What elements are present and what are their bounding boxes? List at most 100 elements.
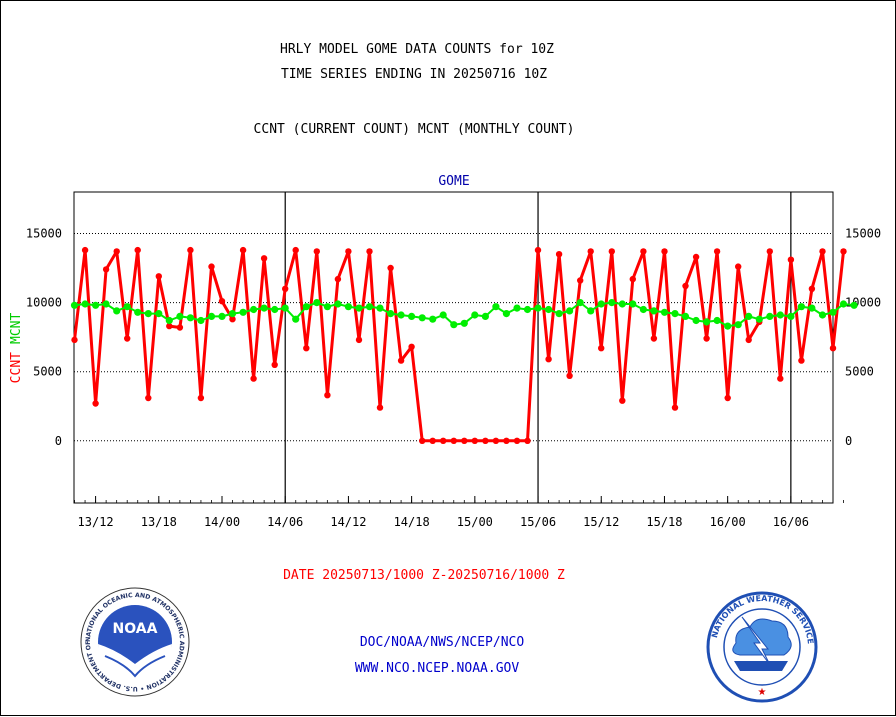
date-range-label: DATE 20250713/1000 Z-20250716/1000 Z <box>283 568 565 583</box>
data-point-ccnt <box>355 336 363 344</box>
data-point-ccnt <box>229 316 236 323</box>
data-point-ccnt <box>819 248 826 255</box>
data-point-ccnt <box>250 375 257 382</box>
x-tick-label: 15/12 <box>583 515 619 529</box>
data-point-ccnt <box>566 372 573 379</box>
axis-layer: 15000 15000 10000 10000 5000 5000 0 0 13/12 13/18… <box>26 191 881 529</box>
data-point-ccnt <box>450 437 457 444</box>
data-point-mcnt <box>144 310 152 318</box>
data-point-mcnt <box>408 312 416 320</box>
data-point-ccnt <box>176 324 184 331</box>
data-point-ccnt <box>419 437 426 444</box>
data-point-ccnt <box>461 437 468 444</box>
plot-label: GOME <box>438 174 469 189</box>
data-point-mcnt <box>850 301 858 309</box>
data-point-mcnt <box>587 307 595 315</box>
data-point-ccnt <box>218 298 226 305</box>
data-point-mcnt <box>92 301 100 309</box>
y-axis-label-mcnt: MCNT <box>9 313 24 344</box>
data-point-mcnt <box>460 319 468 327</box>
data-point-mcnt <box>829 308 837 316</box>
data-point-mcnt <box>713 316 721 325</box>
x-tick-label: 15/06 <box>520 515 556 529</box>
data-point-ccnt <box>71 336 78 344</box>
data-point-ccnt <box>766 248 773 255</box>
chart-title-line1: HRLY MODEL GOME DATA COUNTS for 10Z <box>280 42 554 57</box>
data-point-ccnt <box>692 253 700 261</box>
x-tick-label: 13/12 <box>78 515 114 529</box>
data-point-ccnt <box>598 345 605 352</box>
data-point-mcnt <box>250 305 258 314</box>
data-point-mcnt <box>576 299 584 307</box>
data-point-ccnt <box>282 285 289 292</box>
data-point-ccnt <box>492 437 500 444</box>
data-point-mcnt <box>450 321 458 329</box>
data-point-mcnt <box>334 300 342 308</box>
data-point-mcnt <box>703 318 711 326</box>
data-point-mcnt <box>218 312 226 320</box>
data-point-mcnt <box>471 311 479 319</box>
x-tick-label: 14/00 <box>204 515 240 529</box>
data-point-mcnt <box>155 310 163 318</box>
data-point-mcnt <box>113 307 121 315</box>
data-point-ccnt <box>471 437 478 444</box>
data-point-mcnt <box>734 321 742 329</box>
x-tick-label: 15/00 <box>457 515 493 529</box>
data-point-mcnt <box>608 299 616 307</box>
data-point-mcnt <box>681 312 690 320</box>
plot-border <box>73 191 834 504</box>
data-point-mcnt <box>629 300 637 308</box>
data-point-ccnt <box>577 277 584 284</box>
data-point-mcnt <box>313 299 321 307</box>
data-point-mcnt <box>534 304 542 312</box>
data-point-mcnt <box>176 312 184 320</box>
x-tick-label: 15/18 <box>646 515 682 529</box>
data-point-mcnt <box>555 310 563 318</box>
data-point-mcnt <box>787 312 795 320</box>
data-point-ccnt <box>92 400 99 407</box>
data-point-ccnt <box>798 357 805 364</box>
data-point-ccnt <box>345 248 352 255</box>
url-line[interactable]: WWW.NCO.NCEP.NOAA.GOV <box>355 661 520 676</box>
data-point-mcnt <box>481 312 489 320</box>
x-tick-label: 13/18 <box>141 515 177 529</box>
data-point-ccnt <box>503 437 510 444</box>
data-point-mcnt <box>239 308 247 316</box>
cloud-icon <box>732 618 792 656</box>
noaa-logo-text: NOAA <box>113 621 158 637</box>
data-point-ccnt <box>482 437 489 444</box>
data-point-ccnt <box>650 335 658 342</box>
data-point-ccnt <box>545 356 552 363</box>
data-point-mcnt <box>281 304 289 312</box>
data-point-mcnt <box>797 303 806 311</box>
data-point-ccnt <box>629 275 636 283</box>
chart-subtitle: CCNT (CURRENT COUNT) MCNT (MONTHLY COUNT… <box>254 122 575 137</box>
data-point-ccnt <box>155 273 162 280</box>
data-point-ccnt <box>292 246 299 254</box>
chart-title-line2: TIME SERIES ENDING IN 20250716 10Z <box>281 67 547 82</box>
y-axis-label: CCNT MCNT <box>9 313 24 384</box>
noaa-bird-icon <box>98 644 172 681</box>
data-point-ccnt <box>187 246 194 254</box>
data-point-mcnt <box>671 310 679 318</box>
data-point-ccnt <box>745 336 752 344</box>
data-point-ccnt <box>387 264 394 272</box>
data-point-mcnt <box>745 312 753 320</box>
data-point-ccnt <box>840 248 847 255</box>
x-tick-label: 14/06 <box>267 515 303 529</box>
data-point-mcnt <box>81 300 89 308</box>
data-point-mcnt <box>355 304 363 312</box>
data-point-mcnt <box>387 310 395 318</box>
data-point-ccnt <box>671 404 679 411</box>
data-point-ccnt <box>145 394 152 402</box>
data-point-mcnt <box>439 311 447 319</box>
data-point-mcnt <box>418 314 426 322</box>
y-axis-label-ccnt: CCNT <box>9 352 24 383</box>
noaa-logo: NATIONAL OCEANIC AND ATMOSPHERIC ADMINIS… <box>80 587 190 697</box>
x-tick-label: 14/18 <box>394 515 430 529</box>
data-point-mcnt <box>755 315 763 323</box>
star-icon: ★ <box>758 687 767 698</box>
data-point-ccnt <box>787 256 795 263</box>
data-point-mcnt <box>271 305 279 314</box>
y-tick-label-right: 10000 <box>845 296 881 310</box>
